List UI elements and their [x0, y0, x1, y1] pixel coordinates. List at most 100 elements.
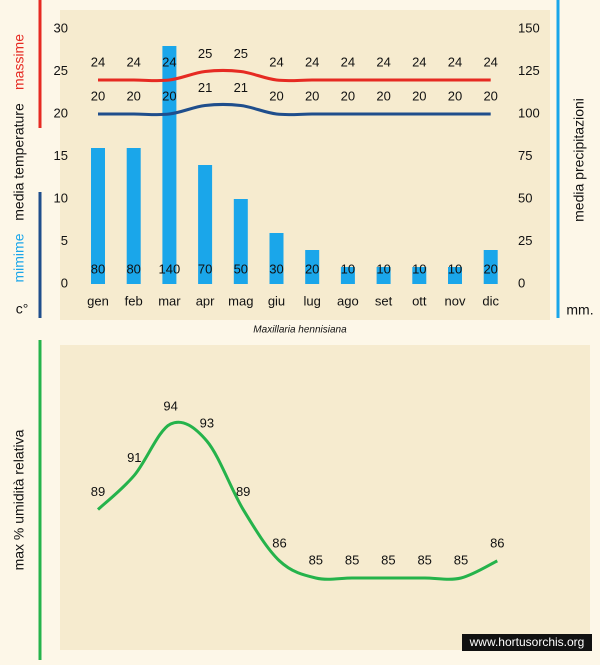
bar-value-label: 70: [198, 261, 212, 276]
x-tick-label: giu: [268, 293, 285, 308]
line-value-label: 24: [483, 54, 497, 69]
y-tick-label: 30: [54, 20, 68, 35]
bar: [91, 148, 105, 284]
bar: [483, 250, 498, 284]
humidity-value-label: 86: [272, 535, 286, 550]
x-tick-label: apr: [196, 293, 215, 308]
line-value-label: 20: [162, 88, 176, 103]
y2-axis-label: media precipitazioni: [571, 98, 587, 222]
bar: [233, 199, 248, 284]
bottom-panel: [60, 345, 590, 650]
line-value-label: 24: [269, 54, 283, 69]
bar: [305, 250, 320, 284]
y-tick-label: 5: [61, 233, 68, 248]
legend-max: massime: [11, 34, 27, 90]
temperature-line: [98, 102, 491, 117]
bar: [340, 267, 355, 284]
bar-value-label: 10: [341, 261, 355, 276]
y-unit: c°: [16, 301, 29, 317]
bar-value-label: 20: [483, 261, 497, 276]
line-value-label: 21: [234, 80, 248, 95]
x-tick-label: mar: [158, 293, 181, 308]
bar-value-label: 10: [448, 261, 462, 276]
bar-value-label: 30: [269, 261, 283, 276]
bar-value-label: 10: [412, 261, 426, 276]
y-tick-label: 20: [54, 105, 68, 120]
line-value-label: 20: [412, 88, 426, 103]
humidity-value-label: 89: [91, 484, 105, 499]
humidity-value-label: 91: [127, 450, 141, 465]
x-tick-label: feb: [125, 293, 143, 308]
bar-value-label: 10: [376, 261, 390, 276]
humidity-label: max % umidità relativa: [11, 429, 27, 570]
line-value-label: 24: [162, 54, 176, 69]
bar-value-label: 80: [91, 261, 105, 276]
line-value-label: 24: [305, 54, 319, 69]
line-value-label: 24: [91, 54, 105, 69]
humidity-value-label: 94: [163, 398, 177, 413]
line-value-label: 25: [198, 46, 212, 61]
bar: [376, 267, 391, 284]
temperature-line: [97, 68, 491, 83]
y2-unit: mm.: [566, 302, 593, 318]
humidity-line: [96, 420, 498, 581]
legend-min: mimime: [11, 233, 27, 282]
humidity-value-label: 85: [309, 552, 323, 567]
bar-value-label: 50: [234, 261, 248, 276]
humidity-value-label: 85: [381, 552, 395, 567]
bar: [126, 148, 141, 284]
y2-tick-label: 25: [518, 233, 532, 248]
line-value-label: 24: [341, 54, 355, 69]
line-value-label: 20: [376, 88, 390, 103]
x-tick-label: mag: [228, 293, 253, 308]
bar: [269, 233, 284, 284]
footer-bg: [462, 634, 592, 651]
x-tick-label: gen: [87, 293, 109, 308]
y-tick-label: 25: [54, 63, 68, 78]
x-tick-label: ago: [337, 293, 359, 308]
humidity-value-label: 85: [454, 552, 468, 567]
line-value-label: 20: [269, 88, 283, 103]
y-tick-label: 10: [54, 190, 68, 205]
line-value-label: 20: [126, 88, 140, 103]
line-value-label: 20: [448, 88, 462, 103]
humidity-value-label: 89: [236, 484, 250, 499]
bar: [412, 267, 427, 284]
bar-value-label: 140: [159, 261, 181, 276]
bar: [198, 165, 213, 284]
bar: [448, 267, 462, 284]
humidity-value-label: 85: [345, 552, 359, 567]
line-value-label: 24: [376, 54, 390, 69]
x-tick-label: set: [375, 293, 393, 308]
x-tick-label: lug: [304, 293, 321, 308]
y2-tick-label: 50: [518, 190, 532, 205]
humidity-value-label: 93: [200, 416, 214, 431]
line-value-label: 20: [341, 88, 355, 103]
x-tick-label: ott: [412, 293, 427, 308]
y2-tick-label: 100: [518, 105, 540, 120]
top-panel: [60, 10, 550, 320]
line-value-label: 24: [448, 54, 462, 69]
x-tick-label: dic: [482, 293, 499, 308]
y2-tick-label: 75: [518, 148, 532, 163]
line-value-label: 20: [483, 88, 497, 103]
y2-tick-label: 150: [518, 20, 540, 35]
bar: [162, 46, 177, 284]
line-value-label: 20: [305, 88, 319, 103]
bar-value-label: 80: [126, 261, 140, 276]
humidity-value-label: 86: [490, 535, 504, 550]
line-value-label: 24: [412, 54, 426, 69]
line-value-label: 20: [91, 88, 105, 103]
y2-tick-label: 125: [518, 63, 540, 78]
line-value-label: 24: [126, 54, 140, 69]
line-value-label: 25: [234, 46, 248, 61]
x-tick-label: nov: [445, 293, 466, 308]
chart-title: Maxillaria hennisiana: [253, 325, 347, 336]
y-axis-label: media temperature: [11, 103, 27, 221]
line-value-label: 21: [198, 80, 212, 95]
y-tick-label: 15: [54, 148, 68, 163]
y2-tick-label: 0: [518, 275, 525, 290]
bar-value-label: 20: [305, 261, 319, 276]
footer: www.hortusorchis.org: [469, 635, 585, 649]
